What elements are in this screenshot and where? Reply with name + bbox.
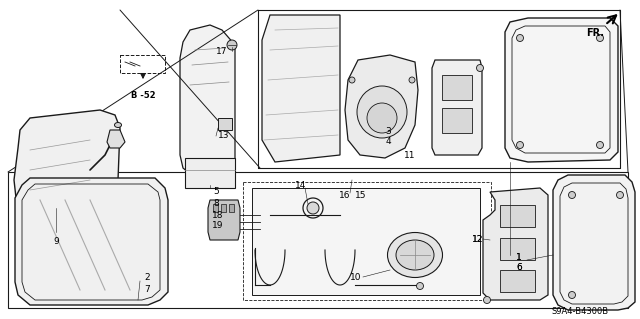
Bar — [221, 204, 226, 212]
Text: 9: 9 — [53, 238, 59, 247]
Text: 6: 6 — [516, 263, 522, 272]
Bar — [500, 238, 535, 260]
Ellipse shape — [616, 191, 623, 198]
Ellipse shape — [387, 233, 442, 278]
Bar — [442, 108, 472, 133]
Polygon shape — [208, 200, 240, 240]
Text: 8: 8 — [213, 199, 219, 209]
Text: 18: 18 — [212, 211, 224, 219]
Bar — [8, 172, 628, 308]
Ellipse shape — [596, 142, 604, 149]
Text: 15: 15 — [355, 191, 367, 201]
Ellipse shape — [477, 64, 483, 71]
Text: S9A4-B4300B: S9A4-B4300B — [552, 308, 609, 316]
Text: 11: 11 — [404, 152, 416, 160]
Bar — [120, 55, 165, 73]
Polygon shape — [432, 60, 482, 155]
Ellipse shape — [516, 34, 524, 41]
Ellipse shape — [357, 86, 407, 138]
Bar — [213, 204, 218, 212]
Text: 1: 1 — [516, 253, 522, 262]
Text: 7: 7 — [144, 285, 150, 293]
Text: FR.: FR. — [586, 28, 604, 38]
Polygon shape — [252, 188, 480, 295]
Ellipse shape — [115, 122, 122, 128]
Text: 3: 3 — [385, 128, 391, 137]
Text: 4: 4 — [385, 137, 391, 146]
Bar — [442, 75, 472, 100]
Polygon shape — [107, 130, 125, 148]
Bar — [229, 204, 234, 212]
Text: 1: 1 — [516, 253, 522, 262]
Polygon shape — [553, 175, 635, 310]
Text: 12: 12 — [472, 234, 484, 243]
Polygon shape — [14, 110, 120, 208]
Polygon shape — [483, 188, 548, 300]
Ellipse shape — [307, 202, 319, 214]
Ellipse shape — [596, 34, 604, 41]
Text: 2: 2 — [144, 273, 150, 283]
Ellipse shape — [349, 77, 355, 83]
Text: 13: 13 — [218, 131, 230, 140]
Polygon shape — [180, 25, 235, 182]
Ellipse shape — [516, 142, 524, 149]
Ellipse shape — [568, 191, 575, 198]
Bar — [500, 205, 535, 227]
Bar — [185, 158, 235, 188]
Text: 6: 6 — [516, 263, 522, 272]
Text: 10: 10 — [350, 272, 362, 281]
Text: 14: 14 — [295, 181, 307, 189]
Ellipse shape — [568, 292, 575, 299]
Ellipse shape — [409, 77, 415, 83]
Polygon shape — [345, 55, 418, 158]
Text: 17: 17 — [216, 47, 228, 56]
Ellipse shape — [367, 103, 397, 133]
Text: 12: 12 — [472, 234, 484, 243]
Text: B -52: B -52 — [131, 91, 156, 100]
Text: 16: 16 — [339, 191, 351, 201]
Text: 5: 5 — [213, 188, 219, 197]
Bar — [218, 118, 232, 130]
Text: 19: 19 — [212, 221, 224, 231]
Ellipse shape — [227, 40, 237, 50]
Bar — [243, 182, 491, 300]
Polygon shape — [262, 15, 340, 162]
Polygon shape — [15, 178, 168, 305]
Ellipse shape — [417, 283, 424, 290]
Ellipse shape — [396, 240, 434, 270]
Polygon shape — [505, 18, 618, 162]
Ellipse shape — [483, 296, 490, 303]
Bar — [500, 270, 535, 292]
